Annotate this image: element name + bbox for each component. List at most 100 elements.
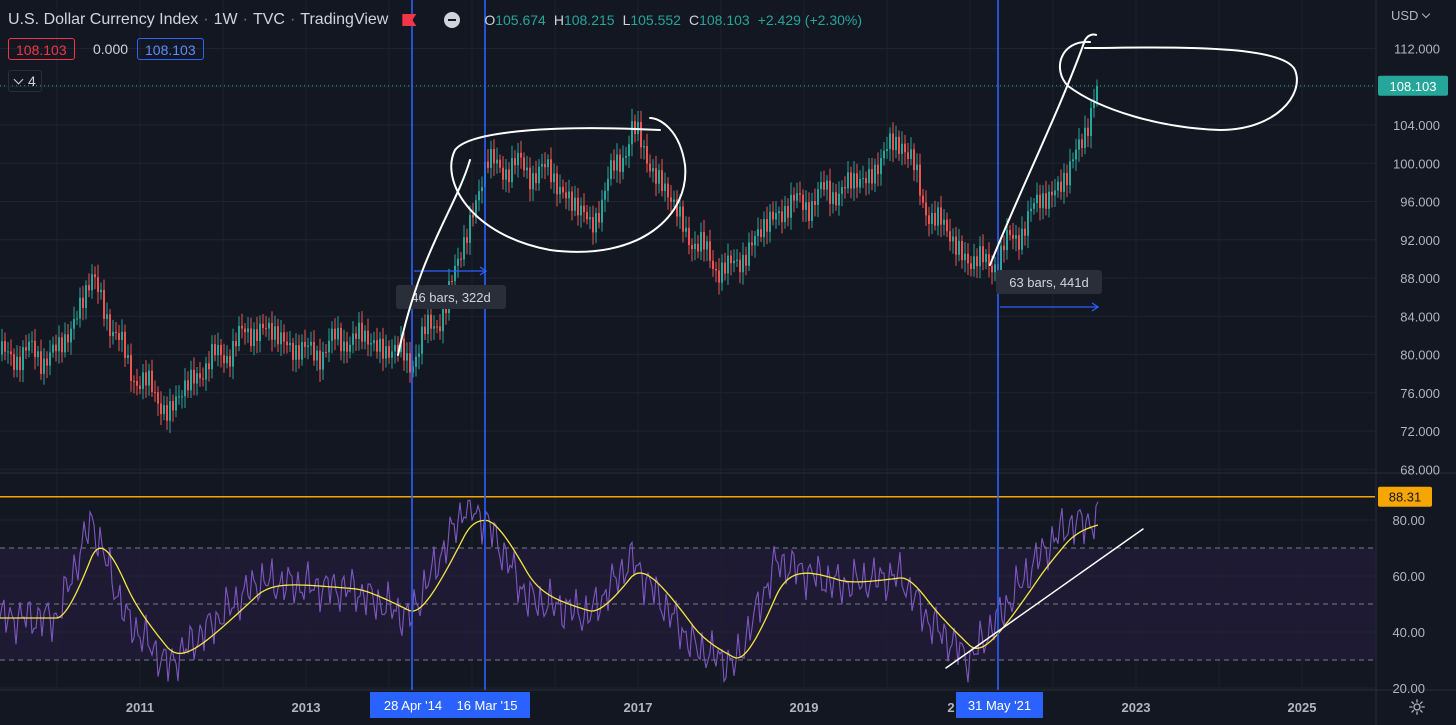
candle-body <box>1063 172 1065 192</box>
candle-body <box>397 344 399 353</box>
candle-body <box>667 183 669 198</box>
candle-body <box>880 158 882 175</box>
candle-body <box>208 363 210 370</box>
candle-body <box>301 342 303 360</box>
candle-body <box>430 314 432 329</box>
candle-body <box>1069 161 1071 186</box>
candle-body <box>16 356 18 370</box>
candle-body <box>883 151 885 159</box>
rsi-tick-label: 60.00 <box>1392 569 1425 584</box>
candle-body <box>196 373 198 384</box>
candle-body <box>658 170 660 184</box>
candle-body <box>31 340 33 342</box>
price-tick-label: 68.000 <box>1400 462 1440 477</box>
time-tick-label: 2025 <box>1288 700 1317 715</box>
rsi-tick-label: 40.00 <box>1392 625 1425 640</box>
candle-body <box>967 253 969 264</box>
candle-body <box>979 246 981 267</box>
candle-body <box>703 232 705 250</box>
candle-body <box>1027 211 1029 236</box>
candle-body <box>94 274 96 278</box>
candle-body <box>733 260 735 264</box>
candle-body <box>970 263 972 269</box>
flag-icon[interactable] <box>402 14 416 26</box>
candle-body <box>994 264 996 273</box>
candle-body <box>859 178 861 188</box>
candle-body <box>247 328 249 333</box>
interval-label[interactable]: 1W <box>213 11 238 28</box>
candle-body <box>622 157 624 172</box>
candle-body <box>445 308 447 314</box>
candle-body <box>367 330 369 345</box>
candle-body <box>634 121 636 135</box>
candle-body <box>532 173 534 190</box>
candle-body <box>1030 208 1032 212</box>
candle-body <box>118 333 120 340</box>
candle-body <box>265 327 267 329</box>
candle-body <box>676 199 678 217</box>
symbol-name[interactable]: U.S. Dollar Currency Index <box>8 11 199 28</box>
candle-body <box>304 342 306 347</box>
candle-body <box>571 191 573 211</box>
candle-body <box>493 149 495 164</box>
date-marker-label: 28 Apr '14 <box>384 698 442 713</box>
candle-body <box>502 167 504 180</box>
candle-body <box>418 353 420 357</box>
candle-body <box>574 197 576 211</box>
candle-body <box>631 121 633 145</box>
candle-body <box>673 199 675 202</box>
measurement-label: 63 bars, 441d <box>1009 275 1089 290</box>
candle-body <box>1072 159 1074 162</box>
rsi-tick-label: 20.00 <box>1392 681 1425 696</box>
candle-body <box>907 152 909 160</box>
candle-body <box>751 242 753 246</box>
settings-gear-icon[interactable] <box>1409 699 1425 715</box>
exchange-label: TVC <box>252 11 285 28</box>
price-tick-label: 88.000 <box>1400 271 1440 286</box>
candle-body <box>244 328 246 333</box>
candle-body <box>628 144 630 157</box>
candle-body <box>913 149 915 171</box>
candle-body <box>70 328 72 343</box>
date-marker-tag <box>370 692 456 718</box>
candle-body <box>865 178 867 184</box>
candle-body <box>646 146 648 164</box>
candle-body <box>214 344 216 356</box>
candle-body <box>568 191 570 199</box>
chevron-down-icon <box>13 74 24 85</box>
candle-body <box>241 325 243 329</box>
candle-body <box>259 323 261 342</box>
header-separator: · <box>242 11 248 28</box>
candle-body <box>43 358 45 374</box>
candle-body <box>595 213 597 233</box>
candle-body <box>373 340 375 344</box>
change-value: +2.429 (+2.30%) <box>757 12 862 28</box>
candle-body <box>559 186 561 195</box>
rsi-tick-label: 80.00 <box>1392 513 1425 528</box>
candle-body <box>451 280 453 282</box>
candle-body <box>601 199 603 223</box>
price-tick-label: 72.000 <box>1400 424 1440 439</box>
candle-body <box>10 351 12 355</box>
candle-body <box>901 143 903 154</box>
candle-body <box>133 380 135 382</box>
candle-body <box>763 219 765 238</box>
date-marker-tag <box>444 692 530 718</box>
buy-price-badge[interactable]: 108.103 <box>137 38 204 60</box>
indicators-toggle[interactable]: 4 <box>8 70 42 92</box>
candle-body <box>7 351 9 353</box>
high-label: H <box>553 12 564 28</box>
candle-body <box>67 334 69 343</box>
candle-body <box>721 262 723 283</box>
sell-price-badge[interactable]: 108.103 <box>8 38 75 60</box>
currency-selector[interactable]: USD <box>1391 8 1431 23</box>
collapse-icon[interactable] <box>444 12 461 28</box>
candle-body <box>1024 228 1026 236</box>
close-value: 108.103 <box>699 12 750 28</box>
candle-body <box>64 334 66 353</box>
candle-body <box>463 237 465 260</box>
candle-body <box>553 173 555 183</box>
candle-body <box>34 340 36 358</box>
candle-body <box>712 260 714 269</box>
